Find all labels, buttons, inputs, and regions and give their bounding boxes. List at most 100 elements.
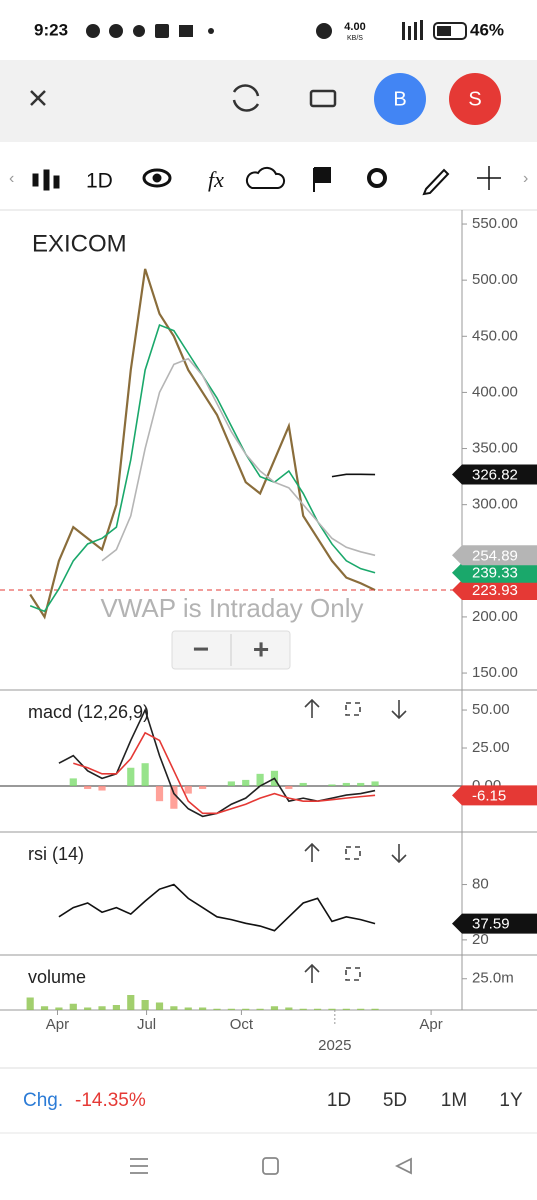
interval-button[interactable]: 1D — [86, 170, 113, 193]
bar — [371, 781, 379, 786]
avatar-s[interactable] — [449, 73, 501, 125]
range-buttons: 1D 5D 1M 1Y — [327, 1090, 523, 1111]
bar — [112, 1005, 120, 1010]
y-tick-label: 300.00 — [472, 496, 518, 513]
change-value: -14.35% — [75, 1090, 146, 1111]
value-badge-label: 239.33 — [472, 565, 518, 582]
y-tick-label: 25.0m — [472, 970, 514, 987]
move-up[interactable] — [304, 698, 320, 718]
header-bar — [0, 60, 537, 142]
y-tick-label: 50.00 — [472, 701, 510, 718]
bar — [270, 1006, 279, 1010]
x-tick-label: Oct — [230, 1016, 254, 1033]
bar — [98, 1006, 106, 1010]
move-down[interactable] — [391, 700, 407, 720]
svg-text:‹: ‹ — [9, 170, 14, 187]
net-unit: KB/S — [347, 35, 363, 42]
bar — [184, 785, 192, 794]
move-up[interactable] — [304, 963, 320, 983]
fx-button[interactable]: fx — [208, 167, 224, 192]
move-up[interactable] — [304, 842, 320, 862]
value-badge-label: 326.82 — [472, 467, 518, 484]
panel-title: rsi (14) — [28, 844, 84, 864]
nav-recents[interactable] — [130, 1158, 148, 1174]
y-tick-label: 80 — [472, 876, 489, 893]
bar — [328, 1008, 336, 1010]
series-line — [101, 357, 376, 562]
settings-button[interactable] — [367, 168, 387, 188]
maximize[interactable] — [345, 702, 361, 716]
bar — [328, 784, 336, 786]
range-button[interactable]: 1M — [441, 1090, 467, 1111]
bar — [184, 1007, 192, 1010]
avatar-b[interactable] — [374, 73, 426, 125]
y-tick-label: 150.00 — [472, 664, 518, 681]
status-time: 9:23 — [34, 20, 68, 39]
bar — [242, 1008, 250, 1010]
y-tick-label: 550.00 — [472, 215, 518, 232]
bar — [242, 779, 250, 786]
range-button[interactable]: 1Y — [499, 1090, 523, 1111]
panel-icons — [304, 698, 407, 983]
bar — [285, 1007, 293, 1010]
bar — [213, 1008, 221, 1010]
refresh-button[interactable] — [232, 84, 260, 112]
charts: EXICOM150.00200.00250.00300.00350.00400.… — [0, 210, 537, 1054]
bar — [141, 1000, 149, 1010]
net-speed: 4.00 — [344, 21, 365, 33]
bar — [84, 785, 92, 790]
bar — [141, 763, 149, 786]
draw-button[interactable] — [422, 168, 450, 196]
nav-back[interactable] — [394, 1157, 412, 1175]
eye-button[interactable] — [142, 168, 172, 188]
bar — [299, 782, 307, 786]
move-down[interactable] — [391, 844, 407, 864]
y-tick-label: 350.00 — [472, 440, 518, 457]
zoom-out[interactable]: − — [193, 633, 209, 664]
window-button[interactable] — [309, 89, 337, 108]
y-tick-label: 200.00 — [472, 608, 518, 625]
nav-home[interactable] — [262, 1157, 279, 1175]
range-button[interactable]: 5D — [383, 1090, 407, 1111]
y-tick-label: 450.00 — [472, 327, 518, 344]
crosshair-button[interactable] — [477, 166, 501, 190]
value-badge — [452, 785, 537, 806]
maximize[interactable] — [345, 967, 361, 981]
bar — [170, 1006, 178, 1010]
bar — [69, 778, 77, 786]
cloud-button[interactable] — [245, 166, 286, 189]
bar — [127, 995, 135, 1010]
bar — [40, 1006, 49, 1010]
vwap-note: VWAP is Intraday Only — [101, 593, 364, 623]
bar — [69, 1003, 77, 1010]
bar — [155, 1002, 164, 1010]
series-line — [29, 324, 376, 613]
bar — [84, 1007, 92, 1010]
change-label: Chg. — [23, 1090, 63, 1111]
bar — [26, 997, 34, 1010]
bar — [342, 1008, 350, 1010]
value-badge-label: -6.15 — [472, 787, 506, 804]
candles-button[interactable] — [32, 173, 39, 187]
flag-button[interactable] — [313, 167, 331, 192]
value-badge-label: 37.59 — [472, 916, 510, 933]
bar — [199, 1007, 207, 1010]
series-line — [29, 268, 376, 620]
bar — [313, 1008, 322, 1010]
series-line — [73, 731, 376, 815]
maximize[interactable] — [345, 846, 361, 860]
value-badge — [452, 545, 537, 566]
panel-title: macd (12,26,9) — [28, 702, 149, 722]
zoom-in[interactable]: + — [253, 633, 269, 664]
range-button[interactable]: 1D — [327, 1090, 351, 1111]
status-icons — [86, 20, 467, 40]
bar — [357, 1008, 365, 1010]
value-badge — [452, 464, 537, 485]
bar — [98, 785, 106, 791]
bar — [256, 773, 264, 786]
year-label: 2025 — [318, 1037, 351, 1054]
value-badge — [452, 562, 537, 583]
bar — [55, 1007, 63, 1010]
x-tick-label: Jul — [137, 1016, 156, 1033]
